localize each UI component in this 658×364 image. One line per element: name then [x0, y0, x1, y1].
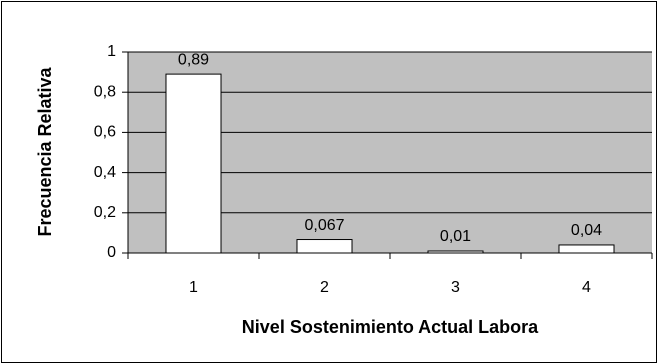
x-axis-title: Nivel Sostenimiento Actual Labora	[242, 317, 539, 337]
data-label: 0,04	[571, 222, 602, 239]
bar	[296, 239, 353, 254]
y-tick-label: 0,2	[94, 204, 116, 221]
x-tick-label: 2	[320, 279, 329, 296]
x-tick-label: 1	[189, 279, 198, 296]
y-tick-label: 0,8	[94, 83, 116, 100]
y-tick-label: 0,6	[94, 124, 116, 141]
y-tick-label: 0	[107, 244, 116, 261]
x-tick-label: 4	[582, 279, 591, 296]
y-tick-label: 0,4	[94, 164, 116, 181]
x-tick-label: 3	[451, 279, 460, 296]
bar	[558, 244, 615, 254]
y-tick-label: 1	[107, 43, 116, 60]
data-label: 0,067	[304, 217, 344, 234]
bar	[165, 73, 222, 254]
data-label: 0,89	[178, 51, 209, 68]
y-axis-title: Frecuencia Relativa	[35, 66, 55, 236]
data-label: 0,01	[440, 228, 471, 245]
